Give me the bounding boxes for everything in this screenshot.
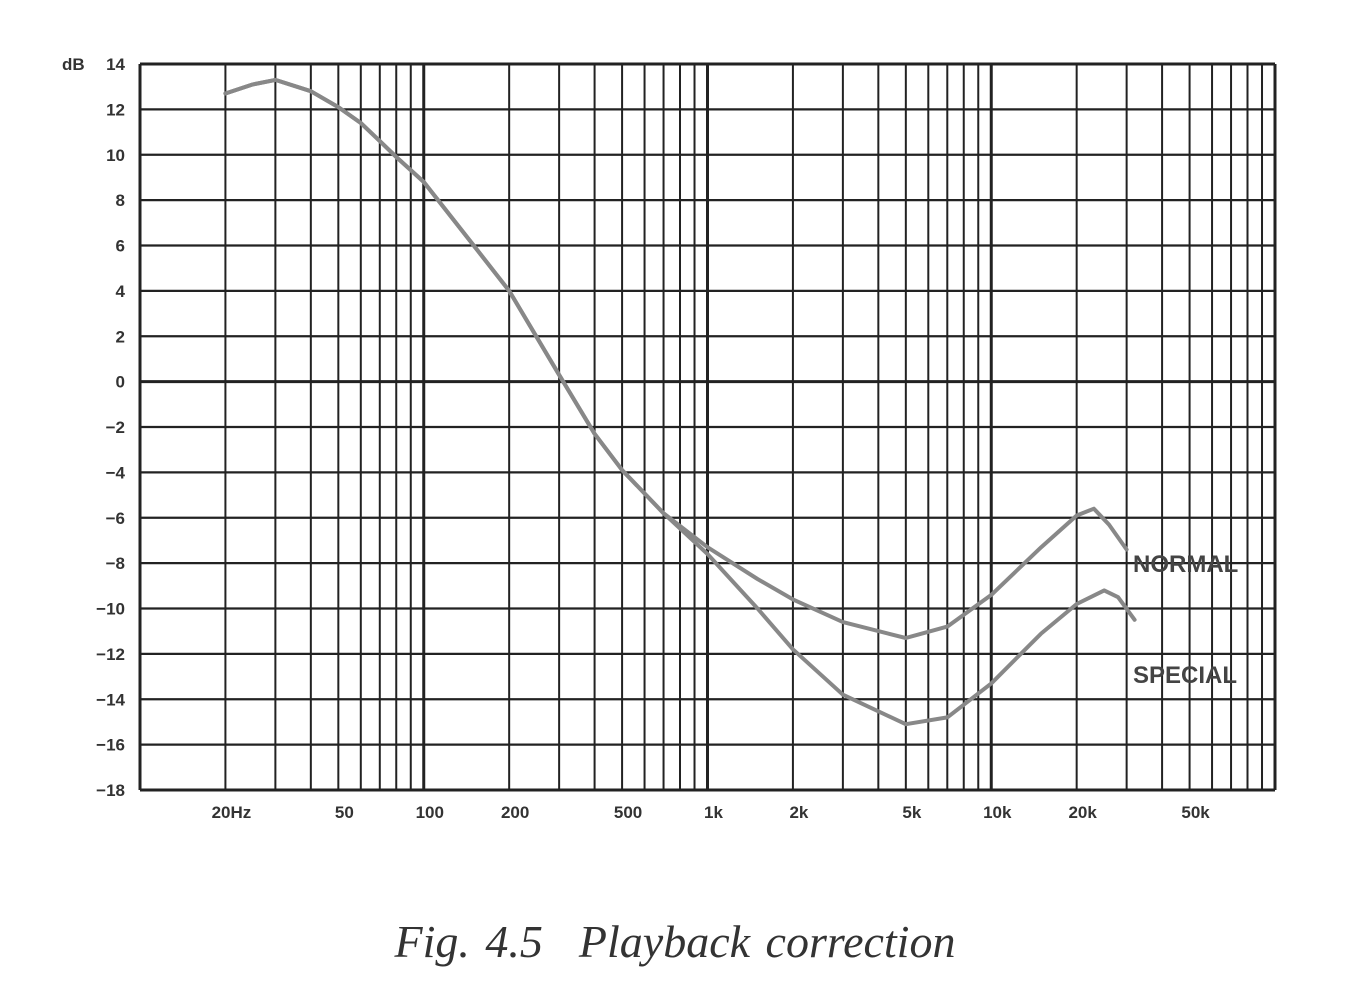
x-tick-label: 2k <box>789 803 808 822</box>
x-tick-label: 200 <box>501 803 529 822</box>
figure-caption: Fig. 4.5 Playback correction <box>0 915 1350 968</box>
y-tick-label: −4 <box>106 463 126 482</box>
y-tick-label: −12 <box>96 645 125 664</box>
y-tick-label: −14 <box>96 690 125 709</box>
y-tick-label: −6 <box>106 509 125 528</box>
x-tick-label: 10k <box>983 803 1012 822</box>
y-tick-label: −16 <box>96 736 125 755</box>
y-tick-label: 0 <box>116 373 125 392</box>
y-tick-label: 10 <box>106 146 125 165</box>
x-tick-label: 50k <box>1181 803 1210 822</box>
y-axis-unit-label: dB <box>62 55 85 74</box>
y-tick-label: −2 <box>106 418 125 437</box>
series-line-special <box>223 77 1137 727</box>
figure-number: Fig. 4.5 <box>394 916 543 967</box>
y-tick-label: −10 <box>96 600 125 619</box>
y-tick-label: −18 <box>96 781 125 800</box>
y-tick-label: 14 <box>106 55 125 74</box>
figure-title: Playback correction <box>578 916 956 967</box>
x-tick-label: 500 <box>614 803 642 822</box>
x-tick-labels: 20Hz 50 100 200 500 1k 2k 5k 10k 20k 50k <box>212 803 1211 822</box>
grid <box>138 62 1277 792</box>
x-tick-label: 50 <box>335 803 354 822</box>
y-tick-label: 2 <box>116 327 125 346</box>
series-labels: NORMAL SPECIAL <box>1133 551 1238 689</box>
curves <box>223 77 1137 727</box>
x-tick-label: 20k <box>1068 803 1097 822</box>
y-tick-label: −8 <box>106 554 125 573</box>
x-tick-label: 5k <box>902 803 921 822</box>
y-tick-label: 12 <box>106 100 125 119</box>
y-tick-label: 8 <box>116 191 125 210</box>
y-tick-labels: 14 12 10 8 6 4 2 0 −2 −4 −6 −8 −10 −12 −14 −16 −18 <box>96 55 125 800</box>
x-tick-label: 1k <box>704 803 723 822</box>
y-tick-label: 6 <box>116 237 125 256</box>
x-tick-label: 100 <box>416 803 444 822</box>
x-tick-label: 20Hz <box>212 803 252 822</box>
y-tick-label: 4 <box>116 282 126 301</box>
series-label-normal: NORMAL <box>1133 551 1238 578</box>
series-label-special: SPECIAL <box>1133 662 1237 689</box>
